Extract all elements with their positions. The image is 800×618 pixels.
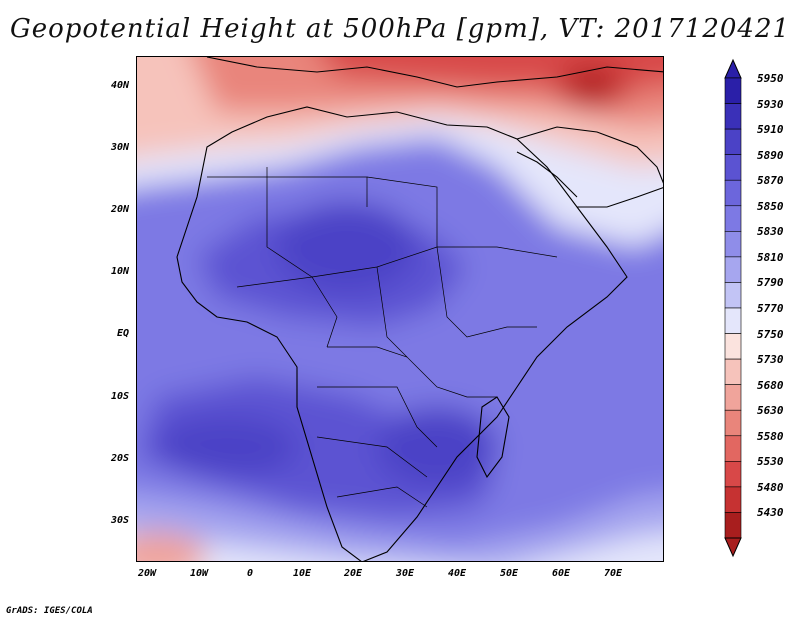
- colorbar-swatch: [724, 154, 742, 181]
- lon-tick-50e: 50E: [499, 568, 519, 579]
- colorbar-bottom-cap: [724, 537, 742, 558]
- lat-tick-30s: 30S: [110, 515, 129, 526]
- colorbar-level-label: 5580: [757, 429, 784, 443]
- colorbar-level-label: 5870: [757, 174, 784, 188]
- geopotential-map: [136, 56, 664, 562]
- colorbar-swatch: [724, 205, 742, 232]
- colorbar-level-label: 5530: [757, 455, 784, 469]
- lat-tick-10s: 10S: [110, 391, 129, 402]
- coastlines: [176, 57, 663, 561]
- colorbar-level-label: 5810: [757, 250, 784, 264]
- colorbar-level-label: 5910: [757, 123, 784, 137]
- lon-tick-10e: 10E: [292, 568, 312, 579]
- lon-tick-30e: 30E: [395, 568, 415, 579]
- lon-tick-70e: 70E: [603, 568, 623, 579]
- map-title: Geopotential Height at 500hPa [gpm], VT:…: [9, 14, 791, 44]
- colorbar-level-label: 5430: [757, 506, 784, 520]
- colorbar-swatch: [724, 179, 742, 207]
- colorbar-swatches: [724, 58, 742, 558]
- lon-tick-20w: 20W: [137, 568, 157, 579]
- colorbar-swatch: [724, 435, 742, 462]
- lon-tick-20e: 20E: [343, 568, 363, 579]
- lon-tick-10w: 10W: [189, 568, 209, 579]
- colorbar-swatch: [724, 282, 742, 309]
- colorbar-top-cap: [724, 58, 742, 79]
- lat-tick-10n: 10N: [110, 266, 129, 277]
- colorbar-level-label: 5680: [757, 378, 784, 392]
- colorbar-level-label: 5630: [757, 404, 784, 418]
- lon-tick-0: 0: [246, 568, 254, 579]
- colorbar-level-label: 5770: [757, 302, 784, 315]
- lat-tick-40n: 40N: [110, 80, 129, 91]
- height-field: [137, 57, 663, 561]
- colorbar: [724, 58, 742, 558]
- colorbar-level-label: 5950: [757, 72, 784, 85]
- colorbar-swatch: [724, 128, 742, 155]
- colorbar-swatch: [724, 77, 742, 104]
- colorbar-swatch: [724, 307, 742, 334]
- colorbar-level-label: 5730: [757, 353, 784, 367]
- colorbar-swatch: [724, 512, 742, 539]
- colorbar-level-label: 5930: [757, 97, 784, 111]
- colorbar-level-label: 5750: [757, 327, 784, 341]
- colorbar-swatch: [724, 384, 742, 411]
- colorbar-swatch: [724, 409, 742, 437]
- credit-text: GrADS: IGES/COLA: [6, 606, 93, 616]
- lat-tick-20s: 20S: [110, 453, 129, 464]
- lat-tick-eq: EQ: [116, 328, 129, 339]
- colorbar-level-label: 5850: [757, 199, 784, 213]
- country-borders: [207, 167, 558, 508]
- colorbar-level-label: 5480: [757, 480, 784, 494]
- colorbar-swatch: [724, 231, 742, 258]
- colorbar-level-label: 5890: [757, 148, 784, 162]
- colorbar-swatch: [724, 333, 742, 360]
- colorbar-swatch: [724, 256, 742, 283]
- colorbar-swatch: [724, 486, 742, 513]
- map-canvas: [137, 57, 663, 561]
- colorbar-level-label: 5830: [757, 225, 784, 239]
- lat-tick-20n: 20N: [110, 204, 129, 215]
- colorbar-swatch: [724, 103, 742, 130]
- colorbar-level-label: 5790: [757, 276, 784, 290]
- lon-tick-60e: 60E: [551, 568, 571, 579]
- colorbar-swatch: [724, 358, 742, 385]
- colorbar-swatch: [724, 461, 742, 488]
- lon-tick-40e: 40E: [447, 568, 467, 579]
- lat-tick-30n: 30N: [110, 142, 129, 153]
